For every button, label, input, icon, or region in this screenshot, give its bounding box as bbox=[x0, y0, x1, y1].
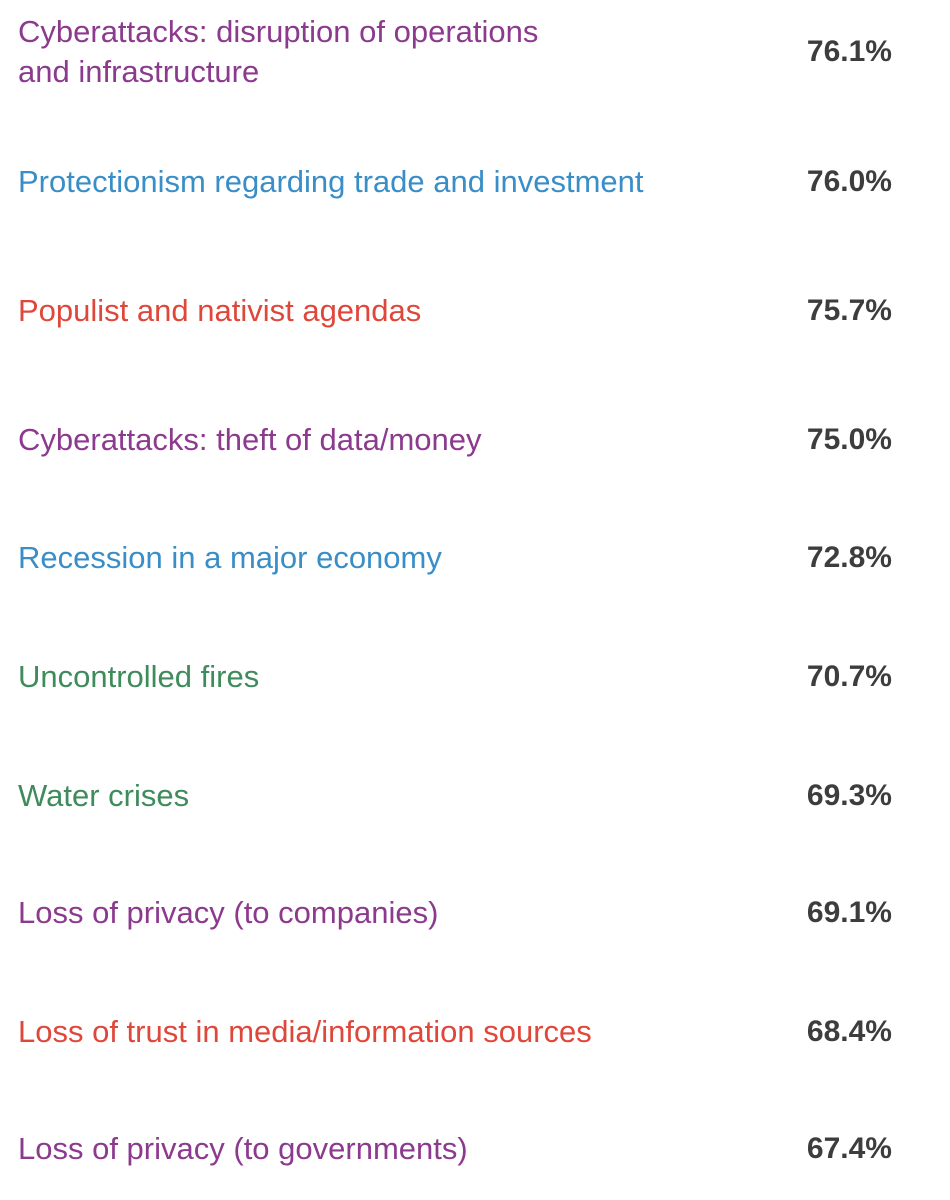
risk-value: 69.3% bbox=[806, 779, 892, 812]
risk-value: 69.1% bbox=[806, 896, 892, 929]
risk-value: 75.0% bbox=[806, 423, 892, 456]
risk-value: 76.0% bbox=[806, 165, 892, 198]
risk-value: 72.8% bbox=[806, 541, 892, 574]
risk-label: Water crises bbox=[18, 778, 190, 813]
risk-label: Loss of privacy (to governments) bbox=[18, 1131, 468, 1166]
risk-value: 70.7% bbox=[806, 660, 892, 693]
risk-label: Loss of privacy (to companies) bbox=[18, 895, 439, 930]
risk-value: 75.7% bbox=[806, 294, 892, 327]
risk-label: Cyberattacks: disruption of operations a… bbox=[18, 14, 539, 89]
risk-label: Uncontrolled fires bbox=[18, 659, 260, 694]
risk-value: 76.1% bbox=[806, 35, 892, 68]
risk-label: Recession in a major economy bbox=[18, 540, 442, 575]
risk-label: Protectionism regarding trade and invest… bbox=[18, 164, 644, 199]
risk-label: Populist and nativist agendas bbox=[18, 293, 422, 328]
risk-value: 67.4% bbox=[806, 1132, 892, 1165]
risk-label: Loss of trust in media/information sourc… bbox=[18, 1014, 592, 1049]
risk-value: 68.4% bbox=[806, 1015, 892, 1048]
risk-label: Cyberattacks: theft of data/money bbox=[18, 422, 482, 457]
